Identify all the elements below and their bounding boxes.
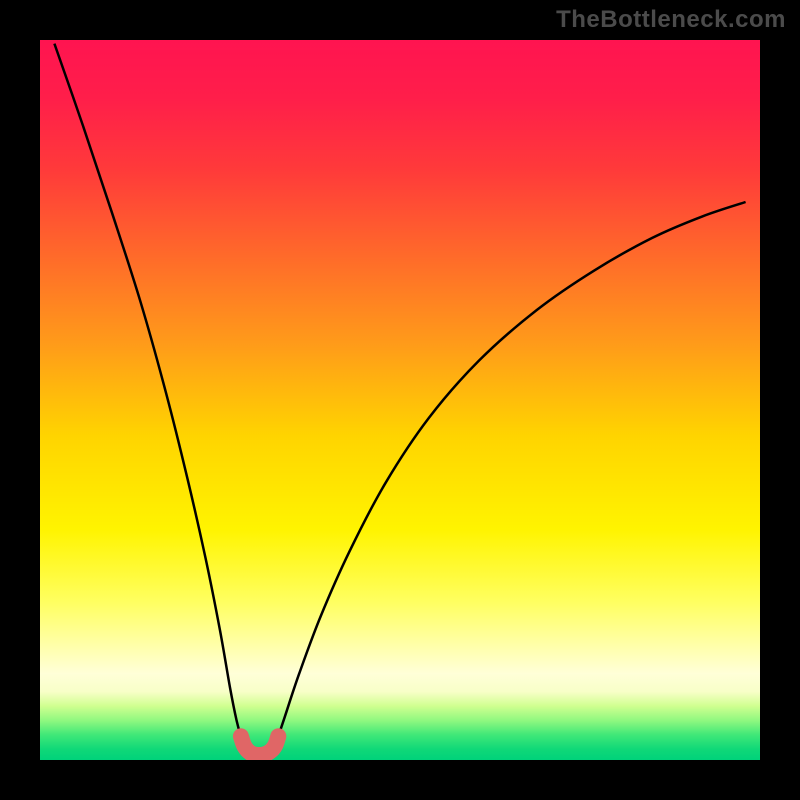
frame: TheBottleneck.com <box>0 0 800 800</box>
plot-area <box>40 40 760 760</box>
watermark-text: TheBottleneck.com <box>556 6 786 34</box>
plot-svg <box>40 40 760 760</box>
gradient-background <box>40 40 760 760</box>
